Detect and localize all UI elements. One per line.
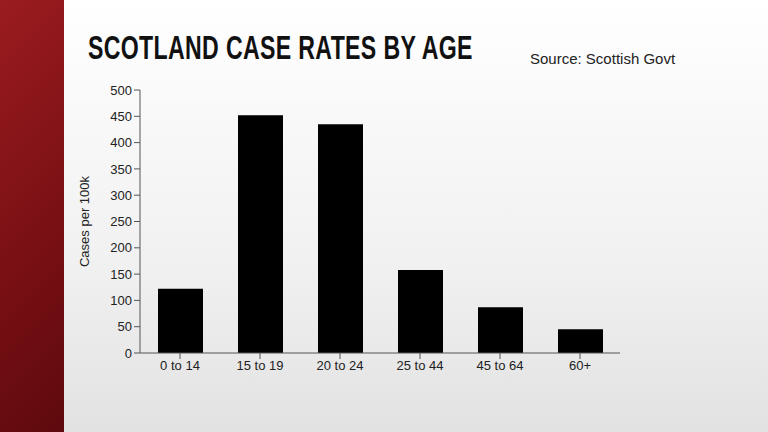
- svg-text:60+: 60+: [569, 358, 591, 373]
- svg-text:500: 500: [110, 83, 132, 98]
- svg-text:250: 250: [110, 214, 132, 229]
- svg-text:100: 100: [110, 293, 132, 308]
- svg-text:25 to 44: 25 to 44: [397, 358, 444, 373]
- svg-text:0: 0: [125, 346, 132, 361]
- svg-text:400: 400: [110, 135, 132, 150]
- svg-text:450: 450: [110, 109, 132, 124]
- svg-text:50: 50: [118, 319, 132, 334]
- svg-text:45 to 64: 45 to 64: [477, 358, 524, 373]
- svg-text:Cases per 100k: Cases per 100k: [77, 175, 92, 267]
- html-text:Source: Scottish Govt: Source: Scottish Govt: [530, 50, 676, 67]
- svg-text:200: 200: [110, 240, 132, 255]
- svg-text:300: 300: [110, 188, 132, 203]
- svg-text:150: 150: [110, 267, 132, 282]
- svg-text:20 to 24: 20 to 24: [317, 358, 364, 373]
- svg-text:350: 350: [110, 162, 132, 177]
- html-text:SCOTLAND CASE RATES BY AGE: SCOTLAND CASE RATES BY AGE: [88, 28, 473, 66]
- svg-text:0 to 14: 0 to 14: [160, 358, 200, 373]
- svg-text:15 to 19: 15 to 19: [237, 358, 284, 373]
